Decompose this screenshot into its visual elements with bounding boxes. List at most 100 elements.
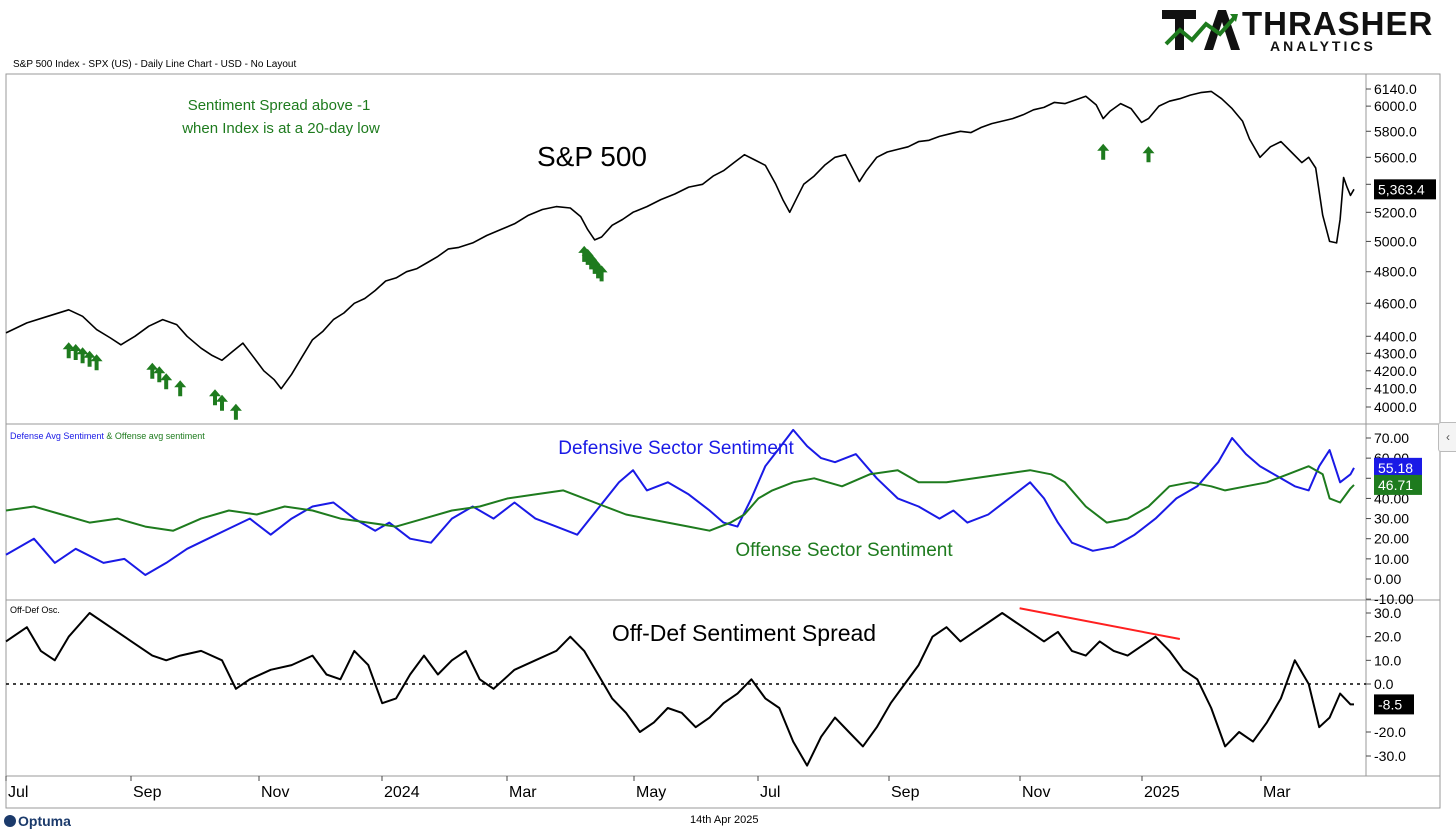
- brand-logo: THRASHER ANALYTICS: [1160, 4, 1432, 56]
- collapse-panel-tab[interactable]: ‹: [1438, 422, 1456, 452]
- osc-tick-label: 20.0: [1374, 629, 1401, 645]
- defense-sentiment-line: [5, 428, 1355, 576]
- offense-sentiment-label: Offense Sector Sentiment: [735, 540, 953, 561]
- up-arrow-marker-icon: [585, 253, 598, 270]
- x-tick-label: Sep: [891, 784, 920, 801]
- x-tick-label: Sep: [133, 784, 162, 801]
- up-arrow-shape: [1142, 146, 1155, 163]
- up-arrow-shape: [153, 366, 166, 383]
- osc-panel-label: Off-Def Sentiment Spread: [612, 620, 876, 646]
- price-tick-label: 4200.0: [1374, 363, 1417, 379]
- footer-date: 14th Apr 2025: [690, 814, 759, 826]
- brand-mark-icon: [1162, 10, 1240, 50]
- price-last-value: 5,363.4: [1378, 181, 1425, 197]
- up-arrow-shape: [62, 342, 75, 359]
- up-arrow-shape: [209, 389, 221, 406]
- up-arrow-shape: [585, 253, 598, 270]
- price-last-value-box: [1374, 179, 1436, 200]
- up-arrow-shape: [160, 373, 173, 390]
- up-arrow-marker-icon: [581, 248, 594, 265]
- up-arrow-marker-icon: [1142, 146, 1155, 163]
- defense-last-value-box: [1374, 457, 1422, 478]
- up-arrow-marker-icon: [69, 344, 82, 360]
- sentiment-title-part: &: [104, 431, 115, 441]
- up-arrow-marker-icon: [1097, 143, 1110, 160]
- price-tick-label: 4600.0: [1374, 295, 1417, 311]
- offense-last-value: 46.71: [1378, 477, 1413, 493]
- price-tick-label: 5200.0: [1374, 204, 1417, 220]
- offense-sentiment-line: [5, 465, 1355, 532]
- up-arrow-marker-icon: [595, 265, 608, 282]
- price-tick-label: 4300.0: [1374, 345, 1417, 361]
- price-tick-label: 4400.0: [1374, 328, 1417, 344]
- off-def-spread-line: [5, 612, 1354, 767]
- sp500-price-line: [5, 90, 1355, 390]
- price-tick-label: 4800.0: [1374, 264, 1417, 280]
- defensive-sentiment-label: Defensive Sector Sentiment: [558, 438, 794, 459]
- up-arrow-marker-icon: [146, 362, 159, 379]
- sentiment-title-part: Defense Avg Sentiment: [10, 431, 104, 441]
- x-tick-label: 2025: [1144, 784, 1180, 801]
- up-arrow-marker-icon: [90, 354, 103, 371]
- x-tick-label: Jul: [760, 784, 780, 801]
- up-arrow-marker-icon: [160, 373, 173, 390]
- x-tick-label: Nov: [261, 784, 289, 801]
- osc-tick-label: 0.0: [1374, 676, 1394, 692]
- price-tick-label: 6140.0: [1374, 81, 1417, 97]
- sentiment-tick-label: 70.00: [1374, 430, 1409, 446]
- x-tick-label: May: [636, 784, 666, 801]
- sentiment-title-part: Offense avg sentiment: [115, 431, 205, 441]
- osc-tick-label: 30.0: [1374, 605, 1401, 621]
- osc-panel-title: Off-Def Osc.: [10, 605, 60, 615]
- sentiment-tick-label: 10.00: [1374, 551, 1409, 567]
- osc-last-value-box: [1374, 694, 1414, 715]
- up-arrow-shape: [216, 394, 228, 411]
- up-arrow-marker-icon: [209, 389, 221, 406]
- x-tick-label: Mar: [509, 784, 537, 801]
- osc-last-value: -8.5: [1378, 696, 1402, 712]
- divergence-trendline: [1019, 607, 1181, 641]
- brand-name: THRASHER: [1242, 5, 1434, 42]
- price-tick-label: 4100.0: [1374, 381, 1417, 397]
- optuma-icon: [4, 815, 16, 827]
- defense-last-value: 55.18: [1378, 460, 1413, 476]
- sentiment-tick-label: 30.00: [1374, 511, 1409, 527]
- price-tick-label: 6000.0: [1374, 98, 1417, 114]
- up-arrow-marker-icon: [216, 394, 228, 411]
- up-arrow-shape: [581, 248, 594, 265]
- up-arrow-shape: [76, 347, 89, 364]
- x-tick-label: Mar: [1263, 784, 1291, 801]
- osc-tick-label: -30.0: [1374, 748, 1406, 764]
- sentiment-tick-label: -10.00: [1374, 591, 1414, 607]
- up-arrow-shape: [588, 257, 601, 274]
- offense-last-value-box: [1374, 474, 1422, 495]
- up-arrow-shape: [174, 380, 187, 397]
- sp500-panel-label: S&P 500: [537, 141, 647, 172]
- up-arrow-marker-icon: [588, 257, 601, 274]
- up-arrow-shape: [83, 350, 96, 367]
- x-tick-label: Jul: [8, 784, 28, 801]
- up-arrow-marker-icon: [229, 403, 242, 420]
- up-arrow-marker-icon: [174, 380, 187, 397]
- chart-title: S&P 500 Index - SPX (US) - Daily Line Ch…: [13, 59, 297, 70]
- sentiment-tick-label: 0.00: [1374, 571, 1401, 587]
- brand-subtitle: ANALYTICS: [1270, 38, 1376, 54]
- up-arrow-marker-icon: [62, 342, 75, 359]
- sentiment-tick-label: 20.00: [1374, 531, 1409, 547]
- osc-tick-label: 10.0: [1374, 652, 1401, 668]
- up-arrow-shape: [229, 403, 242, 420]
- annotation-line-2: when Index is at a 20-day low: [181, 120, 380, 137]
- up-arrow-marker-icon: [76, 347, 89, 364]
- x-tick-label: 2024: [384, 784, 420, 801]
- up-arrow-shape: [146, 362, 159, 379]
- price-tick-label: 5600.0: [1374, 149, 1417, 165]
- price-tick-label: 5000.0: [1374, 233, 1417, 249]
- up-arrow-shape: [1097, 143, 1110, 160]
- sentiment-panel-title: Defense Avg Sentiment & Offense avg sent…: [10, 431, 205, 441]
- up-arrow-marker-icon: [153, 366, 166, 383]
- up-arrow-shape: [595, 265, 608, 282]
- price-tick-label: 5800.0: [1374, 123, 1417, 139]
- up-arrow-shape: [90, 354, 103, 371]
- annotation-line-1: Sentiment Spread above -1: [188, 97, 371, 114]
